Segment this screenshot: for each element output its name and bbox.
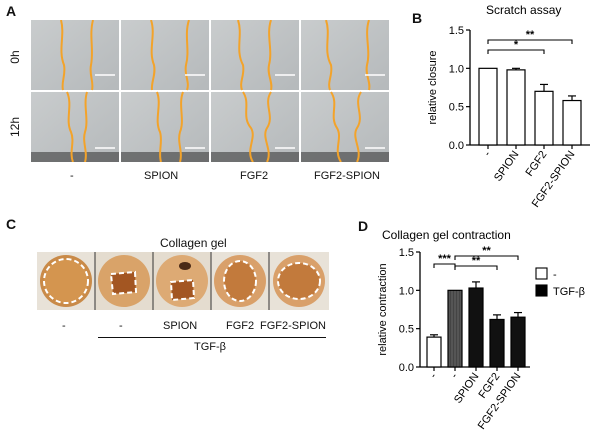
panel-a-letter: A: [6, 3, 17, 19]
y-axis-label: relative contraction: [377, 263, 389, 355]
x-tick-label-0: -: [482, 149, 494, 159]
significance-bracket-1: [454, 265, 498, 270]
significance-label-0: ***: [438, 253, 452, 265]
tgfb-underline: [98, 337, 326, 338]
micrograph-12h-fgf2: [211, 91, 299, 162]
row-label-0h: 0h: [8, 50, 22, 64]
y-tick-label: 1.0: [449, 63, 464, 75]
y-tick-label: 0.5: [399, 324, 414, 336]
x-tick-label-1: SPION: [492, 149, 521, 184]
collagen-gel-photos: [37, 252, 329, 310]
significance-label-1: **: [472, 255, 481, 267]
gel-label-fgf2: FGF2: [226, 320, 255, 332]
y-tick-label: 0.0: [449, 140, 464, 152]
bar-0: [426, 336, 442, 368]
scratch-assay-chart: Scratch assay 0.0 0.5 1.0 1.5 relative closur…: [427, 3, 590, 210]
gel-well-fgf2: [211, 252, 269, 310]
gel-label-spion: SPION: [163, 320, 198, 332]
micrograph-12h-fgf2-spion: [301, 91, 389, 162]
chart-title: Collagen gel contraction: [382, 228, 511, 242]
bar-3: [489, 318, 505, 368]
gel-well-tgfb: [95, 252, 153, 310]
micrograph-12h-control: [31, 91, 119, 162]
col-label-fgf2: FGF2: [240, 170, 269, 182]
gel-well-spion: [153, 252, 211, 310]
panel-c-letter: C: [6, 216, 17, 232]
significance-bracket-1: [487, 39, 573, 44]
bar-0: [478, 67, 498, 146]
gel-well-control: [37, 252, 95, 310]
x-tick-label-0: -: [428, 371, 440, 381]
gel-label-fgf2-spion: FGF2-SPION: [260, 320, 327, 332]
significance-bracket-0: [487, 49, 545, 54]
gel-label-control: -: [62, 320, 66, 332]
legend-swatch-0: [535, 267, 548, 280]
col-label-spion: SPION: [144, 170, 179, 182]
legend-swatch-1: [535, 284, 548, 297]
scratch-micrograph-grid: [31, 20, 389, 162]
micrograph-0h-spion: [121, 20, 209, 91]
bar-1: [506, 69, 526, 146]
significance-label-2: **: [482, 245, 491, 257]
bar-2: [468, 287, 484, 368]
gel-contraction-chart: Collagen gel contraction 0.0 0.5 1.0 1.5 rela…: [377, 228, 585, 432]
significance-label-0: *: [514, 39, 519, 51]
micrograph-0h-fgf2-spion: [301, 20, 389, 91]
gel-label-tgfb: -: [119, 320, 123, 332]
x-tick-label-1: -: [449, 371, 461, 381]
significance-bracket-2: [454, 255, 519, 260]
y-axis-label: relative closure: [427, 51, 439, 125]
micrograph-12h-spion: [121, 91, 209, 162]
panel-c-title: Collagen gel: [160, 236, 227, 250]
bar-2: [534, 90, 554, 146]
bar-4: [510, 316, 526, 368]
x-tick-label-2: FGF2: [523, 149, 549, 179]
row-label-12h: 12h: [8, 116, 22, 138]
y-tick-label: 1.5: [449, 25, 464, 37]
y-tick-label: 1.0: [399, 285, 414, 297]
y-tick-label: 1.5: [399, 247, 414, 259]
panel-d-letter: D: [358, 218, 369, 234]
tgfb-group-label: TGF-β: [194, 341, 226, 353]
col-label-control: -: [70, 170, 74, 182]
significance-label-1: **: [526, 29, 535, 41]
micrograph-0h-fgf2: [211, 20, 299, 91]
panel-b-letter: B: [412, 10, 423, 26]
legend-label-0: -: [553, 269, 557, 281]
col-label-fgf2-spion: FGF2-SPION: [314, 170, 381, 182]
chart-title: Scratch assay: [486, 3, 561, 17]
legend-label-1: TGF-β: [553, 286, 585, 298]
gel-well-fgf2-spion: [269, 252, 329, 310]
y-tick-label: 0.0: [399, 362, 414, 374]
bar-3: [562, 99, 582, 146]
y-tick-label: 0.5: [449, 102, 464, 114]
micrograph-0h-control: [31, 20, 119, 91]
bar-1: [447, 289, 463, 368]
